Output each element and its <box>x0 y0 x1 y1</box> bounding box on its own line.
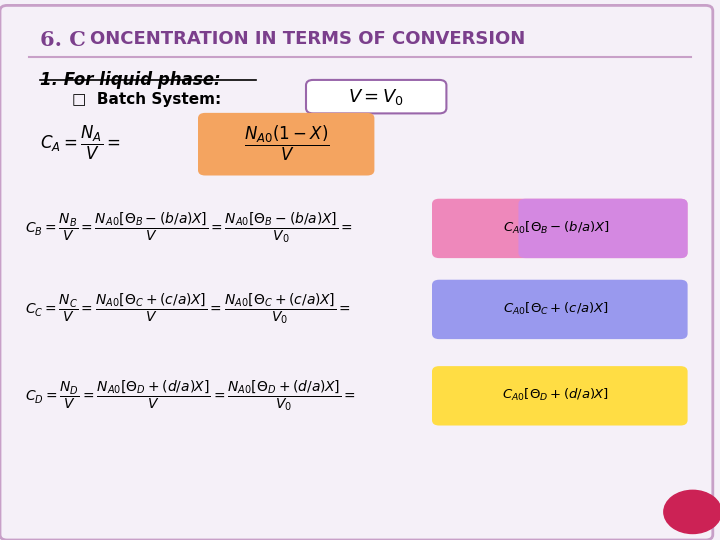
Text: 1. For liquid phase:: 1. For liquid phase: <box>40 71 220 89</box>
Text: $C_{A0}[\Theta_B - (b/a)X]$: $C_{A0}[\Theta_B - (b/a)X]$ <box>503 220 609 236</box>
Text: □  Batch System:: □ Batch System: <box>72 92 221 107</box>
FancyBboxPatch shape <box>518 199 688 258</box>
Text: $C_{A0}[\Theta_D + (d/a)X]$: $C_{A0}[\Theta_D + (d/a)X]$ <box>503 387 609 403</box>
Text: $C_D = \dfrac{N_D}{V} = \dfrac{N_{A0}[\Theta_D + (d/a)X]}{V} = \dfrac{N_{A0}[\Th: $C_D = \dfrac{N_D}{V} = \dfrac{N_{A0}[\T… <box>25 378 356 413</box>
Text: 6. C: 6. C <box>40 30 86 50</box>
FancyBboxPatch shape <box>432 199 688 258</box>
FancyBboxPatch shape <box>432 366 688 426</box>
Text: $C_B = \dfrac{N_B}{V} = \dfrac{N_{A0}[\Theta_B - (b/a)X]}{V} = \dfrac{N_{A0}[\Th: $C_B = \dfrac{N_B}{V} = \dfrac{N_{A0}[\T… <box>25 211 353 245</box>
Text: $V = V_0$: $V = V_0$ <box>348 86 404 107</box>
FancyBboxPatch shape <box>432 280 688 339</box>
FancyBboxPatch shape <box>0 5 713 540</box>
Text: $\dfrac{N_{A0}(1-X)}{V}$: $\dfrac{N_{A0}(1-X)}{V}$ <box>244 124 329 163</box>
FancyBboxPatch shape <box>306 80 446 113</box>
FancyBboxPatch shape <box>198 113 374 176</box>
Text: $C_C = \dfrac{N_C}{V} = \dfrac{N_{A0}[\Theta_C + (c/a)X]}{V} = \dfrac{N_{A0}[\Th: $C_C = \dfrac{N_C}{V} = \dfrac{N_{A0}[\T… <box>25 292 351 326</box>
Text: $C_{A0}[\Theta_C + (c/a)X]$: $C_{A0}[\Theta_C + (c/a)X]$ <box>503 301 608 317</box>
Text: ONCENTRATION IN TERMS OF CONVERSION: ONCENTRATION IN TERMS OF CONVERSION <box>90 30 526 48</box>
Circle shape <box>664 490 720 534</box>
Text: $C_A = \dfrac{N_A}{V} = $: $C_A = \dfrac{N_A}{V} = $ <box>40 124 120 162</box>
